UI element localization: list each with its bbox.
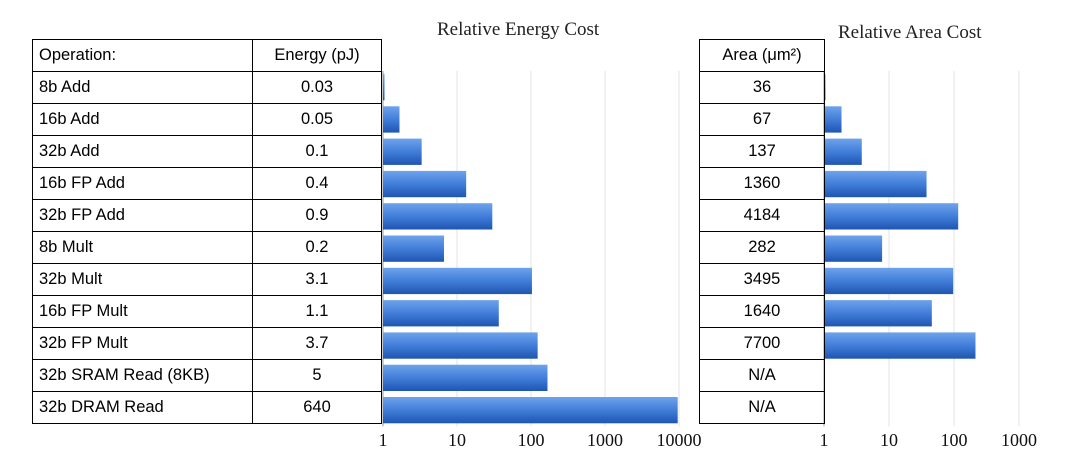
- operation-cell: 32b SRAM Read (8KB): [32, 359, 253, 392]
- table-row: 8b Mult 0.2: [32, 231, 382, 264]
- energy-bar: [383, 138, 422, 165]
- energy-table: Operation: Energy (pJ) 8b Add 0.03 16b Add 0.…: [32, 39, 382, 424]
- area-cell: 4184: [699, 199, 825, 232]
- table-row: 3495: [699, 263, 825, 296]
- area-cell: 67: [699, 103, 825, 136]
- area-bar: [824, 106, 842, 133]
- energy-table-header: Operation: Energy (pJ): [32, 39, 382, 72]
- table-row: 16b Add 0.05: [32, 103, 382, 136]
- area-bar: [824, 235, 883, 262]
- operation-cell: 8b Mult: [32, 231, 253, 264]
- energy-bar: [383, 267, 532, 295]
- operation-cell: 16b FP Add: [32, 167, 253, 200]
- area-tick-label: 100: [941, 430, 968, 450]
- energy-chart-title: Relative Energy Cost: [437, 19, 600, 40]
- table-row: 32b SRAM Read (8KB) 5: [32, 359, 382, 392]
- table-row: 36: [699, 71, 825, 104]
- area-cell: 3495: [699, 263, 825, 296]
- table-row: N/A: [699, 391, 825, 424]
- area-table-header: Area (μm²): [699, 39, 825, 72]
- area-bar: [824, 203, 959, 230]
- area-cell: N/A: [699, 359, 825, 392]
- energy-bar: [383, 74, 385, 101]
- area-tick-label: 1000: [1001, 430, 1037, 450]
- area-table: Area (μm²) 36 67 137 1360 4184 282 3495 1640 7700…: [699, 39, 825, 424]
- table-row: 32b Add 0.1: [32, 135, 382, 168]
- area-bar: [824, 300, 932, 327]
- area-cell: 1360: [699, 167, 825, 200]
- operation-cell: 32b Mult: [32, 263, 253, 296]
- area-tick-label: 1: [820, 430, 829, 450]
- area-chart-title: Relative Area Cost: [838, 22, 982, 43]
- energy-bar: [383, 235, 444, 262]
- table-row: 1640: [699, 295, 825, 328]
- operation-cell: 32b Add: [32, 135, 253, 168]
- energy-tick-label: 1: [379, 430, 388, 450]
- energy-cell: 0.2: [252, 231, 382, 264]
- operation-cell: 32b DRAM Read: [32, 391, 253, 424]
- area-cell: 137: [699, 135, 825, 168]
- area-bar: [824, 170, 927, 198]
- energy-cell: 0.03: [252, 71, 382, 104]
- energy-cell: 3.7: [252, 327, 382, 360]
- energy-cell: 3.1: [252, 263, 382, 296]
- table-row: 1360: [699, 167, 825, 200]
- table-row: 282: [699, 231, 825, 264]
- area-bar: [824, 267, 954, 295]
- table-row: 32b DRAM Read 640: [32, 391, 382, 424]
- energy-header: Energy (pJ): [252, 39, 382, 72]
- table-row: 7700: [699, 327, 825, 360]
- table-row: 32b FP Add 0.9: [32, 199, 382, 232]
- area-cell: 1640: [699, 295, 825, 328]
- area-cell: 282: [699, 231, 825, 264]
- table-row: 4184: [699, 199, 825, 232]
- area-bar: [824, 138, 862, 165]
- energy-bar: [383, 397, 678, 424]
- table-row: 32b Mult 3.1: [32, 263, 382, 296]
- table-row: N/A: [699, 359, 825, 392]
- area-bar: [824, 332, 976, 359]
- energy-bar: [383, 203, 493, 230]
- table-row: 16b FP Add 0.4: [32, 167, 382, 200]
- area-cell: 36: [699, 71, 825, 104]
- table-row: 8b Add 0.03: [32, 71, 382, 104]
- operation-cell: 16b FP Mult: [32, 295, 253, 328]
- energy-cell: 640: [252, 391, 382, 424]
- operation-cell: 32b FP Add: [32, 199, 253, 232]
- energy-tick-label: 10000: [657, 430, 702, 450]
- energy-cell: 0.9: [252, 199, 382, 232]
- energy-cell: 0.05: [252, 103, 382, 136]
- area-header: Area (μm²): [699, 39, 825, 72]
- energy-bar: [383, 170, 467, 198]
- table-row: 67: [699, 103, 825, 136]
- energy-bar: [383, 364, 548, 391]
- energy-bar: [383, 300, 499, 327]
- energy-cell: 0.1: [252, 135, 382, 168]
- area-bar: [824, 74, 826, 101]
- area-cell: 7700: [699, 327, 825, 360]
- energy-bar: [383, 332, 538, 359]
- energy-tick-label: 100: [518, 430, 545, 450]
- energy-bar: [383, 106, 400, 133]
- table-row: 137: [699, 135, 825, 168]
- area-tick-label: 10: [880, 430, 898, 450]
- energy-tick-label: 1000: [587, 430, 623, 450]
- energy-cell: 0.4: [252, 167, 382, 200]
- table-row: 16b FP Mult 1.1: [32, 295, 382, 328]
- area-cell: N/A: [699, 391, 825, 424]
- energy-tick-label: 10: [448, 430, 466, 450]
- operation-header: Operation:: [32, 39, 253, 72]
